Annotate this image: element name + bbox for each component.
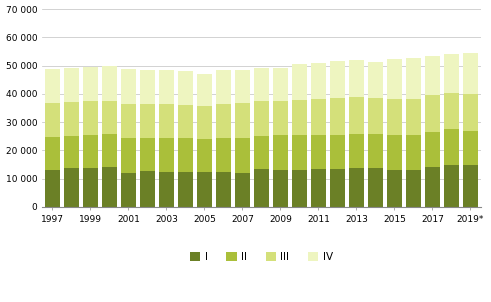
Bar xyxy=(102,66,117,101)
Bar xyxy=(425,132,440,167)
Bar xyxy=(235,139,250,173)
Bar xyxy=(83,101,98,135)
Bar xyxy=(197,172,212,207)
Bar xyxy=(368,134,383,168)
Bar xyxy=(387,170,402,207)
Bar xyxy=(178,172,193,207)
Bar xyxy=(159,138,174,172)
Bar xyxy=(330,98,345,134)
Bar xyxy=(387,59,402,99)
Bar xyxy=(330,169,345,207)
Bar xyxy=(292,135,307,170)
Bar xyxy=(349,97,364,134)
Bar xyxy=(387,99,402,135)
Bar xyxy=(254,136,269,169)
Bar xyxy=(349,168,364,207)
Bar xyxy=(235,173,250,207)
Bar xyxy=(235,69,250,103)
Bar xyxy=(83,168,98,207)
Bar xyxy=(463,94,478,131)
Bar xyxy=(64,68,79,102)
Bar xyxy=(178,71,193,104)
Bar xyxy=(121,69,136,104)
Bar xyxy=(216,70,231,104)
Bar xyxy=(102,167,117,207)
Bar xyxy=(140,171,155,207)
Bar xyxy=(463,131,478,165)
Bar xyxy=(406,99,421,135)
Bar xyxy=(216,172,231,207)
Bar xyxy=(235,103,250,139)
Bar xyxy=(444,54,459,93)
Bar xyxy=(254,169,269,207)
Bar xyxy=(425,167,440,207)
Bar xyxy=(159,172,174,207)
Bar xyxy=(83,67,98,101)
Bar xyxy=(83,135,98,168)
Bar xyxy=(273,170,288,207)
Bar xyxy=(444,93,459,130)
Bar xyxy=(140,138,155,171)
Bar xyxy=(273,135,288,170)
Bar xyxy=(216,104,231,139)
Bar xyxy=(349,134,364,168)
Bar xyxy=(292,64,307,100)
Bar xyxy=(463,165,478,207)
Bar xyxy=(102,101,117,134)
Bar xyxy=(368,62,383,98)
Bar xyxy=(387,135,402,170)
Bar xyxy=(178,139,193,172)
Bar xyxy=(216,139,231,172)
Bar xyxy=(159,70,174,104)
Bar xyxy=(444,165,459,207)
Bar xyxy=(140,69,155,104)
Bar xyxy=(444,130,459,165)
Legend: I, II, III, IV: I, II, III, IV xyxy=(186,248,337,266)
Bar xyxy=(121,173,136,207)
Bar xyxy=(45,137,60,170)
Bar xyxy=(64,169,79,207)
Bar xyxy=(254,101,269,136)
Bar xyxy=(292,170,307,207)
Bar xyxy=(311,135,326,169)
Bar xyxy=(64,136,79,169)
Bar xyxy=(254,68,269,101)
Bar xyxy=(311,99,326,135)
Bar xyxy=(45,69,60,103)
Bar xyxy=(102,134,117,167)
Bar xyxy=(159,104,174,138)
Bar xyxy=(197,74,212,106)
Bar xyxy=(425,56,440,95)
Bar xyxy=(121,139,136,173)
Bar xyxy=(406,135,421,170)
Bar xyxy=(140,104,155,138)
Bar xyxy=(349,59,364,97)
Bar xyxy=(121,104,136,139)
Bar xyxy=(406,170,421,207)
Bar xyxy=(330,134,345,169)
Bar xyxy=(425,95,440,132)
Bar xyxy=(368,98,383,134)
Bar xyxy=(463,53,478,94)
Bar xyxy=(273,68,288,101)
Bar xyxy=(311,63,326,99)
Bar xyxy=(45,170,60,207)
Bar xyxy=(311,169,326,207)
Bar xyxy=(197,139,212,172)
Bar xyxy=(368,168,383,207)
Bar xyxy=(273,101,288,135)
Bar xyxy=(178,104,193,139)
Bar xyxy=(330,61,345,98)
Bar xyxy=(292,100,307,135)
Bar xyxy=(406,58,421,99)
Bar xyxy=(64,102,79,136)
Bar xyxy=(45,103,60,137)
Bar xyxy=(197,106,212,139)
